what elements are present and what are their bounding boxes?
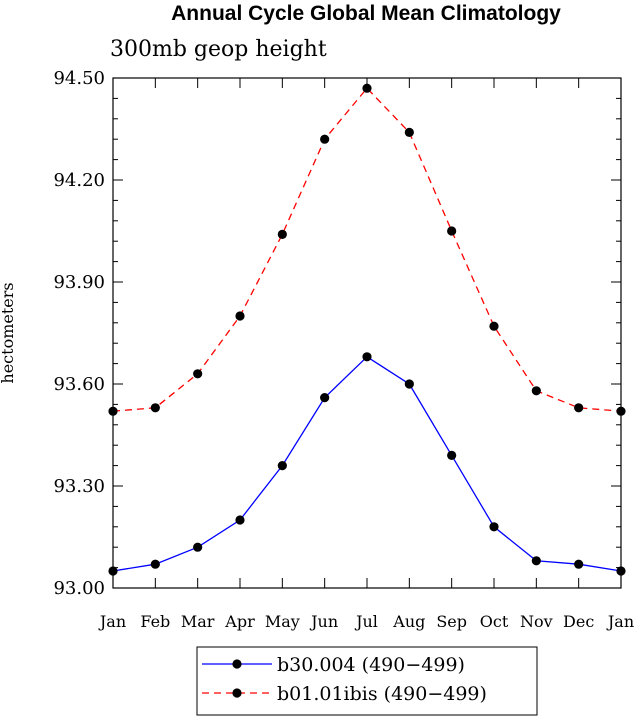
legend: b30.004 (490−499) b01.01ibis (490−499) xyxy=(196,646,538,716)
x-tick-label: Aug xyxy=(392,612,425,631)
data-point xyxy=(150,559,160,569)
data-point xyxy=(150,403,160,413)
data-point xyxy=(616,406,626,416)
y-tick-label: 93.60 xyxy=(53,374,105,395)
legend-marker xyxy=(232,659,242,669)
data-point xyxy=(404,127,414,137)
series-layer xyxy=(108,83,626,576)
data-point xyxy=(574,403,584,413)
chart-subtitle: 300mb geop height xyxy=(110,37,327,62)
chart-title: Annual Cycle Global Mean Climatology xyxy=(171,2,561,25)
y-axis-label: hectometers xyxy=(0,282,17,383)
y-tick-label: 93.30 xyxy=(53,476,105,497)
x-tick-label: Dec xyxy=(563,612,594,631)
series-line xyxy=(112,355,622,572)
data-point xyxy=(277,229,287,239)
x-tick-label: Jun xyxy=(309,612,338,631)
x-tick-label: Oct xyxy=(480,612,509,631)
series-2 xyxy=(108,83,626,416)
data-point xyxy=(362,352,372,362)
data-point xyxy=(277,461,287,471)
series-1 xyxy=(108,352,626,576)
x-tick-label: Jan xyxy=(98,612,126,631)
data-point xyxy=(489,522,499,532)
x-tick-label: Jul xyxy=(354,612,378,631)
data-point xyxy=(320,134,330,144)
x-tick-label: Jan xyxy=(606,612,634,631)
x-tick-label: Feb xyxy=(140,612,170,631)
y-tick-label: 94.20 xyxy=(53,170,105,191)
data-point xyxy=(193,369,203,379)
y-tick-label: 93.00 xyxy=(53,578,105,599)
data-point xyxy=(235,515,245,525)
y-tick-label: 93.90 xyxy=(53,272,105,293)
data-point xyxy=(447,450,457,460)
data-point xyxy=(193,542,203,552)
data-point xyxy=(447,226,457,236)
data-point xyxy=(404,379,414,389)
plot-frame xyxy=(112,77,622,589)
x-tick-label: May xyxy=(265,612,300,631)
legend-label: b01.01ibis (490−499) xyxy=(277,683,487,705)
data-point xyxy=(531,386,541,396)
x-tick-label: Apr xyxy=(224,612,255,631)
data-point xyxy=(531,556,541,566)
data-point xyxy=(108,406,118,416)
x-tick-label: Mar xyxy=(181,612,215,631)
x-tick-label: Nov xyxy=(520,612,553,631)
series-line xyxy=(112,87,622,412)
legend-box xyxy=(196,646,538,716)
x-tick-label: Sep xyxy=(436,612,467,631)
data-point xyxy=(235,311,245,321)
legend-marker xyxy=(232,688,242,698)
data-point xyxy=(489,321,499,331)
data-point xyxy=(108,566,118,576)
data-point xyxy=(616,566,626,576)
y-tick-label: 94.50 xyxy=(53,68,105,89)
plot-axes: 93.00 93.30 93.60 93.90 94.20 94.50 Jan Feb Mar A… xyxy=(53,68,634,631)
data-point xyxy=(320,393,330,403)
data-point xyxy=(574,559,584,569)
legend-label: b30.004 (490−499) xyxy=(277,654,465,676)
data-point xyxy=(362,83,372,93)
